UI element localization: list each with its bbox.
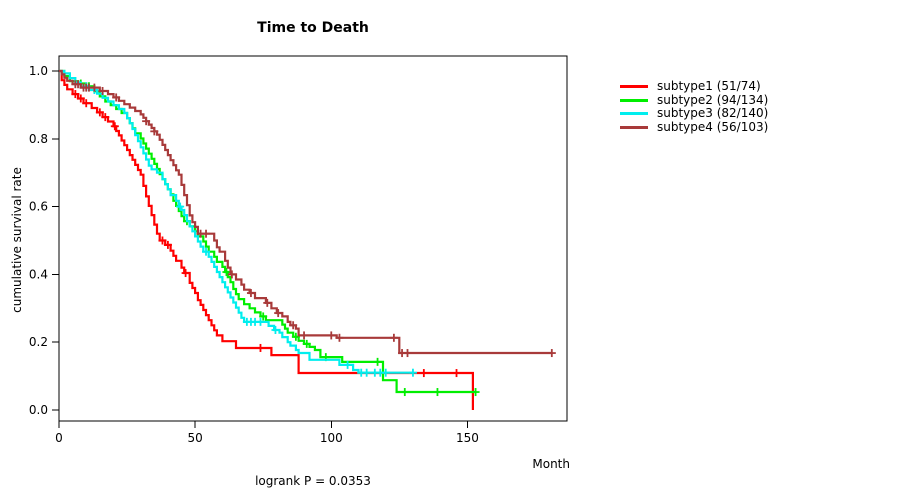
legend-row: subtype1 (51/74)	[620, 79, 768, 94]
legend-row: subtype4 (56/103)	[620, 119, 769, 135]
legend-line-swatch	[620, 85, 648, 89]
plot-box	[58, 55, 568, 422]
legend-line-swatch	[620, 112, 648, 116]
km-curve	[59, 69, 474, 410]
y-tick-label: 0.4	[29, 267, 48, 281]
chart-title: Time to Death	[257, 20, 369, 36]
y-tick-label: 0.8	[29, 132, 48, 146]
x-tick-label: 50	[187, 431, 202, 445]
y-tick-label: 0.2	[29, 335, 48, 349]
x-axis-label: Month	[532, 457, 570, 471]
y-tick-label: 0.6	[29, 200, 48, 214]
y-axis-label: cumulative survival rate	[10, 167, 24, 313]
km-curve	[59, 69, 413, 374]
legend-label: subtype4 (56/103)	[657, 119, 769, 134]
legend-row: subtype3 (82/140)	[620, 107, 768, 121]
legend-line-swatch	[620, 98, 648, 102]
legend-row: subtype2 (94/134)	[620, 92, 769, 108]
legend-label: subtype3 (82/140)	[657, 106, 769, 121]
logrank-p-value: logrank P = 0.0353	[255, 474, 371, 488]
legend-line-swatch	[620, 126, 648, 130]
km-curve	[59, 69, 552, 355]
y-tick-label: 0.0	[29, 403, 48, 417]
x-tick-label: 0	[55, 431, 63, 445]
legend-label: subtype2 (94/134)	[657, 92, 769, 107]
x-tick-label: 100	[320, 431, 343, 445]
km-curve	[59, 69, 476, 394]
legend: subtype1 (51/74) subtype2 (94/134) subtype…	[620, 79, 769, 135]
legend-label: subtype1 (51/74)	[657, 79, 761, 93]
x-tick-label: 150	[456, 431, 479, 445]
y-tick-label: 1.0	[29, 64, 48, 78]
